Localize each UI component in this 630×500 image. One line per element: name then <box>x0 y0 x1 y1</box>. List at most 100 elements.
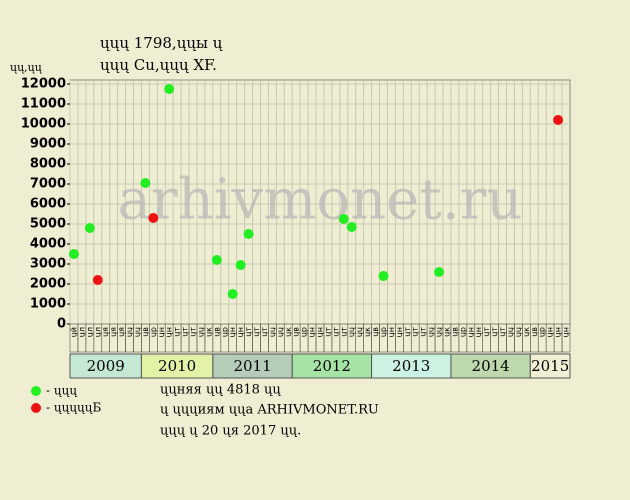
x-tick-label: ųт <box>189 327 198 337</box>
x-tick-label: ųт <box>331 327 340 337</box>
x-tick-label: ųя <box>109 327 118 337</box>
year-label: 2010 <box>158 357 196 375</box>
y-tick-label: 6000 <box>30 197 66 212</box>
year-label: 2015 <box>531 357 569 375</box>
legend-swatch <box>31 386 41 396</box>
year-label: 2012 <box>313 357 351 375</box>
x-tick-label: ųų <box>355 327 364 337</box>
x-tick-label: ųн <box>308 327 317 337</box>
x-tick-label: ųт <box>419 327 428 337</box>
x-tick-label: ųт <box>411 327 420 337</box>
x-tick-label: ųр <box>300 327 309 337</box>
y-tick-label: 12000 <box>21 77 66 92</box>
x-tick-label: ųр <box>149 327 158 337</box>
legend-label: - ųųų <box>46 384 77 398</box>
x-tick-label: ųт <box>339 327 348 337</box>
year-label: 2009 <box>87 357 125 375</box>
chart-subtitle: ųųų Cu,ųųų XF. <box>100 56 217 74</box>
x-tick-label: ųн <box>228 327 237 337</box>
legend-label: - ųųųųųБ <box>46 401 102 415</box>
x-tick-label: ųų <box>133 327 142 337</box>
x-tick-label: ųк <box>204 327 213 337</box>
note: ųųняя ųų 4818 ųų <box>160 383 281 398</box>
x-tick-label: ųр <box>220 327 229 337</box>
x-tick-label: ųų <box>435 327 444 337</box>
y-tick-label: 7000 <box>30 177 66 192</box>
x-tick-label: ųт <box>403 327 412 337</box>
y-tick-label: 0 <box>57 317 66 332</box>
y-tick-label: 2000 <box>30 277 66 292</box>
x-tick-label: ųв <box>530 327 539 337</box>
x-tick-label: ųл <box>85 327 94 337</box>
x-tick-label: ųн <box>466 327 475 337</box>
y-tick-label: 11000 <box>21 97 66 112</box>
x-tick-label: ųų <box>347 327 356 337</box>
year-label: 2011 <box>233 357 271 375</box>
year-cell <box>291 353 373 379</box>
legend-swatch <box>31 403 41 413</box>
x-tick-label: ųл <box>93 327 102 337</box>
month-cell <box>561 323 571 353</box>
point <box>243 229 254 239</box>
x-tick-label: ųт <box>260 327 269 337</box>
x-tick-label: ųн <box>316 327 325 337</box>
year-cell <box>212 353 293 379</box>
x-tick-label: ųт <box>498 327 507 337</box>
x-tick-label: ųų <box>506 327 515 337</box>
x-tick-label: ųн <box>157 327 166 337</box>
point <box>434 267 445 277</box>
note: ųųų ų 20 ųя 2017 ųų. <box>160 424 301 439</box>
year-cell <box>69 353 142 379</box>
x-tick-label: ųв <box>371 327 380 337</box>
x-tick-label: ųк <box>363 327 372 337</box>
point <box>378 271 389 281</box>
x-tick-label: ųн <box>387 327 396 337</box>
x-tick-label: ųр <box>379 327 388 337</box>
year-label: 2013 <box>392 357 430 375</box>
x-tick-label: ųв <box>141 327 150 337</box>
point <box>84 223 95 233</box>
point <box>92 275 103 285</box>
chart-title: ųųų 1798,ųųы ų <box>100 34 223 52</box>
x-tick-label: ųн <box>236 327 245 337</box>
x-tick-label: ųв <box>212 327 221 337</box>
point <box>338 214 349 224</box>
point <box>227 289 238 299</box>
x-tick-label: ųт <box>490 327 499 337</box>
x-tick-label: ųт <box>181 327 190 337</box>
x-tick-label: ųр <box>458 327 467 337</box>
x-tick-label: ųв <box>292 327 301 337</box>
year-cell <box>140 353 214 379</box>
x-tick-label: ųн <box>554 327 563 337</box>
x-tick-label: ųк <box>442 327 451 337</box>
year-label: 2014 <box>472 357 510 375</box>
x-tick-label: ųя <box>117 327 126 337</box>
x-tick-label: ųт <box>323 327 332 337</box>
year-cell <box>450 353 531 379</box>
y-tick-label: 1000 <box>30 297 66 312</box>
year-cell <box>371 353 452 379</box>
x-tick-label: ųн <box>474 327 483 337</box>
x-tick-label: ųų <box>427 327 436 337</box>
y-tick-label: 10000 <box>21 117 66 132</box>
y-tick-label: 8000 <box>30 157 66 172</box>
y-tick-label: 4000 <box>30 237 66 252</box>
x-tick-label: ųк <box>522 327 531 337</box>
x-tick-label: ųв <box>450 327 459 337</box>
x-tick-label: ųų <box>196 327 205 337</box>
point <box>140 178 151 188</box>
x-tick-label: ųн <box>546 327 555 337</box>
x-tick-label: ųр <box>538 327 547 337</box>
x-tick-label: ųт <box>252 327 261 337</box>
x-tick-label: ųк <box>284 327 293 337</box>
x-tick-label: ųт <box>482 327 491 337</box>
x-tick-label: ųл <box>77 327 86 337</box>
x-tick-label: ųн <box>165 327 174 337</box>
point <box>211 255 222 265</box>
point <box>346 222 357 232</box>
y-tick-label: 5000 <box>30 217 66 232</box>
x-tick-label: ųн <box>395 327 404 337</box>
x-tick-label: ųų <box>125 327 134 337</box>
point <box>164 84 175 94</box>
point <box>148 213 159 223</box>
